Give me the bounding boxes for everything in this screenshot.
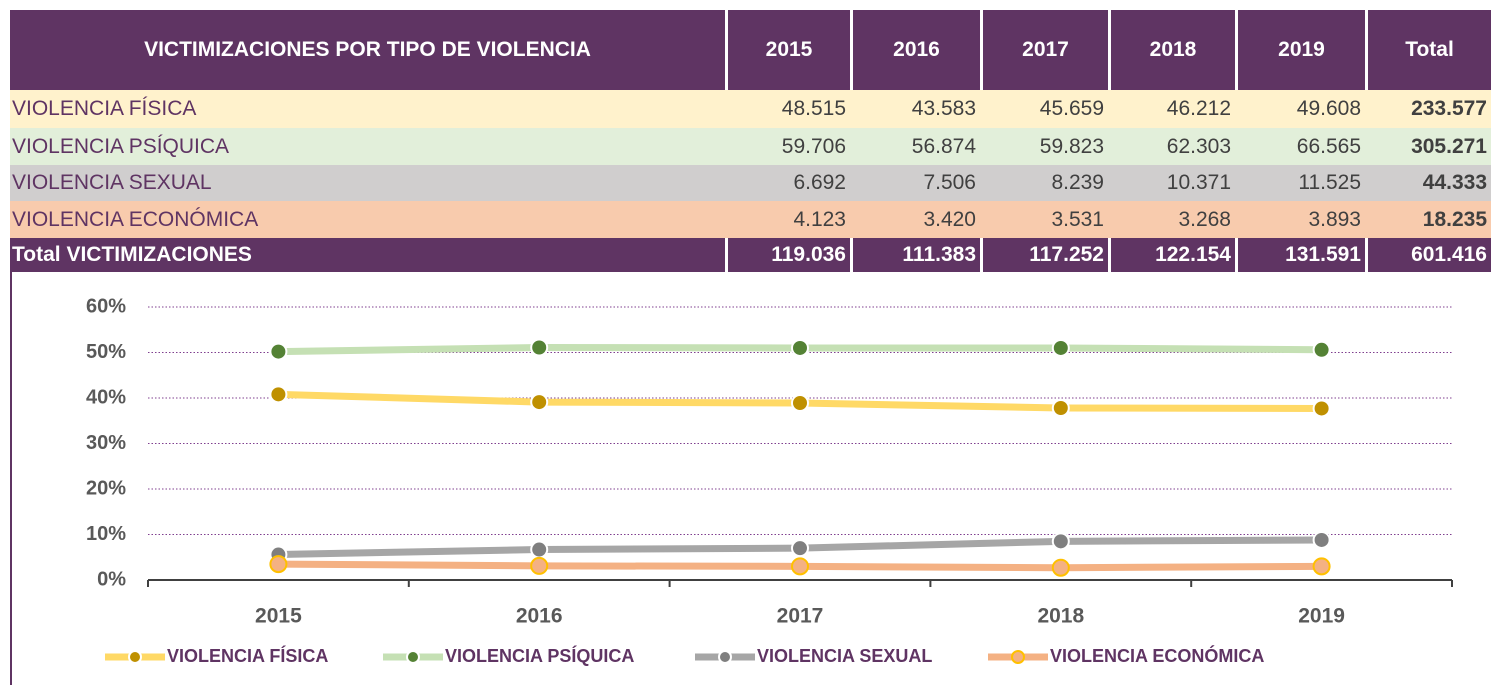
table-cell: 43.583 bbox=[850, 90, 980, 128]
y-tick-label: 10% bbox=[86, 523, 126, 545]
table-cell: 11.525 bbox=[1235, 165, 1365, 201]
y-tick-label: 60% bbox=[86, 295, 126, 317]
table-cell: 3.268 bbox=[1108, 201, 1235, 238]
y-tick-label: 40% bbox=[86, 386, 126, 408]
table-cell: 46.212 bbox=[1108, 90, 1235, 128]
table-cell: 601.416 bbox=[1365, 238, 1491, 272]
header-cell: Total bbox=[1365, 10, 1491, 90]
table-cell: VIOLENCIA FÍSICA bbox=[10, 90, 725, 128]
data-point bbox=[530, 540, 549, 559]
header-cell: 2018 bbox=[1108, 10, 1235, 90]
data-point bbox=[1312, 557, 1331, 576]
table-cell: 3.893 bbox=[1235, 201, 1365, 238]
table-cell: 18.235 bbox=[1365, 201, 1491, 238]
table-cell: 56.874 bbox=[850, 128, 980, 165]
table-cell: 48.515 bbox=[725, 90, 850, 128]
table-cell: 305.271 bbox=[1365, 128, 1491, 165]
table-cell: 6.692 bbox=[725, 165, 850, 201]
data-point bbox=[1051, 338, 1070, 357]
table-cell: 59.823 bbox=[980, 128, 1108, 165]
table-cell: 233.577 bbox=[1365, 90, 1491, 128]
table-cell: 111.383 bbox=[850, 238, 980, 272]
table-cell: 117.252 bbox=[980, 238, 1108, 272]
legend-marker bbox=[406, 650, 420, 664]
table-cell: 122.154 bbox=[1108, 238, 1235, 272]
data-point bbox=[1051, 558, 1070, 577]
data-point bbox=[791, 394, 809, 413]
y-tick-label: 0% bbox=[97, 568, 126, 590]
table-cell: 62.303 bbox=[1108, 128, 1235, 165]
x-tick-label: 2015 bbox=[255, 605, 302, 628]
table-cell: 44.333 bbox=[1365, 165, 1491, 201]
y-tick-label: 30% bbox=[86, 432, 126, 454]
data-point bbox=[530, 556, 549, 575]
table: VICTIMIZACIONES POR TIPO DE VIOLENCIA 201… bbox=[10, 10, 1491, 272]
table-cell: 49.608 bbox=[1235, 90, 1365, 128]
data-point bbox=[530, 338, 549, 357]
y-tick-label: 50% bbox=[86, 341, 126, 363]
header-cell: 2017 bbox=[980, 10, 1108, 90]
legend-marker bbox=[718, 650, 732, 664]
table-cell: 3.420 bbox=[850, 201, 980, 238]
data-point bbox=[791, 557, 809, 576]
data-point bbox=[269, 555, 288, 574]
data-point bbox=[1051, 532, 1070, 551]
table-cell: 66.565 bbox=[1235, 128, 1365, 165]
data-point bbox=[269, 342, 288, 361]
table-cell: 45.659 bbox=[980, 90, 1108, 128]
table-cell: Total VICTIMIZACIONES bbox=[10, 238, 725, 272]
header-cell: 2019 bbox=[1235, 10, 1365, 90]
table-cell: VIOLENCIA SEXUAL bbox=[10, 165, 725, 201]
table-cell: 4.123 bbox=[725, 201, 850, 238]
header-cell: 2015 bbox=[725, 10, 850, 90]
table-cell: 59.706 bbox=[725, 128, 850, 165]
x-tick-label: 2019 bbox=[1298, 605, 1345, 628]
table-cell: 119.036 bbox=[725, 238, 850, 272]
legend-label: VIOLENCIA ECONÓMICA bbox=[1050, 645, 1264, 666]
data-point bbox=[269, 385, 288, 404]
legend-marker bbox=[128, 650, 142, 664]
table-cell: 131.591 bbox=[1235, 238, 1365, 272]
table-cell: 7.506 bbox=[850, 165, 980, 201]
data-point bbox=[791, 338, 809, 357]
legend-label: VIOLENCIA SEXUAL bbox=[757, 646, 932, 666]
legend-label: VIOLENCIA PSÍQUICA bbox=[445, 645, 634, 666]
header-cell: VICTIMIZACIONES POR TIPO DE VIOLENCIA bbox=[10, 10, 725, 90]
table-cell: 8.239 bbox=[980, 165, 1108, 201]
data-point bbox=[530, 393, 549, 412]
y-tick-label: 20% bbox=[86, 477, 126, 499]
x-tick-label: 2017 bbox=[777, 605, 824, 628]
data-point bbox=[1312, 340, 1331, 359]
legend-marker bbox=[1011, 650, 1025, 664]
table-cell: VIOLENCIA PSÍQUICA bbox=[10, 128, 725, 165]
x-tick-label: 2018 bbox=[1037, 605, 1084, 628]
data-point bbox=[791, 539, 809, 558]
legend-label: VIOLENCIA FÍSICA bbox=[167, 645, 328, 666]
x-tick-label: 2016 bbox=[516, 605, 563, 628]
header-cell: 2016 bbox=[850, 10, 980, 90]
data-point bbox=[1312, 399, 1331, 418]
table-cell: VIOLENCIA ECONÓMICA bbox=[10, 201, 725, 238]
data-point bbox=[1312, 530, 1331, 549]
table-cell: 10.371 bbox=[1108, 165, 1235, 201]
table-cell: 3.531 bbox=[980, 201, 1108, 238]
data-point bbox=[1051, 399, 1070, 418]
